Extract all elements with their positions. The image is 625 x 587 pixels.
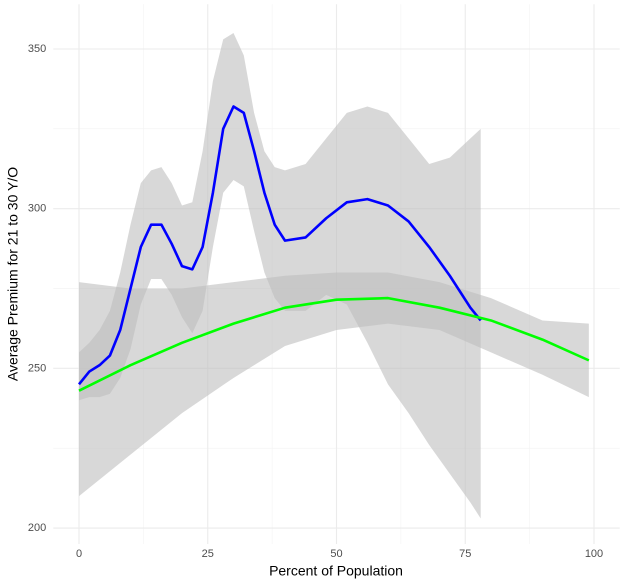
y-tick-label: 200	[28, 522, 46, 534]
y-tick-label: 350	[28, 43, 46, 55]
x-tick-label: 50	[330, 548, 342, 560]
x-tick-label: 0	[76, 548, 82, 560]
x-tick-label: 75	[459, 548, 471, 560]
confidence-band	[79, 33, 481, 519]
x-tick-label: 25	[202, 548, 214, 560]
x-axis-title: Percent of Population	[269, 563, 403, 579]
y-tick-label: 250	[28, 362, 46, 374]
smooth-line	[78, 296, 590, 392]
x-tick-label: 100	[585, 548, 603, 560]
y-tick-label: 300	[28, 203, 46, 215]
confidence-band	[79, 272, 589, 497]
y-axis-title: Average Premium for 21 to 30 Y/O	[5, 167, 21, 381]
smooth-line	[77, 105, 482, 386]
